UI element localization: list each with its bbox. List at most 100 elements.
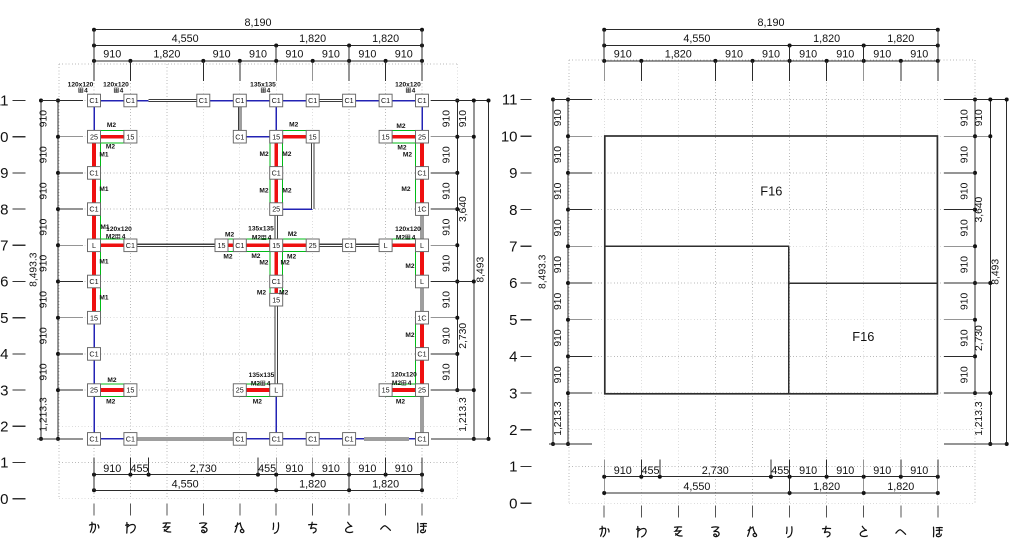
svg-text:F16: F16 xyxy=(760,184,782,199)
svg-text:15: 15 xyxy=(382,132,390,141)
svg-text:5: 5 xyxy=(509,312,517,329)
svg-text:25: 25 xyxy=(236,386,244,395)
svg-text:15: 15 xyxy=(90,313,98,322)
svg-text:C1: C1 xyxy=(417,435,426,444)
svg-text:C1: C1 xyxy=(126,241,135,250)
svg-text:M2: M2 xyxy=(253,398,262,405)
svg-text:910: 910 xyxy=(959,182,970,199)
svg-text:910: 910 xyxy=(39,182,50,199)
svg-text:120x120: 120x120 xyxy=(391,372,417,379)
svg-text:M1: M1 xyxy=(99,186,108,193)
svg-text:C1: C1 xyxy=(417,169,426,178)
svg-text:M2: M2 xyxy=(396,234,405,241)
svg-text:9: 9 xyxy=(0,165,8,182)
svg-text:910: 910 xyxy=(910,465,928,477)
svg-text:4: 4 xyxy=(267,88,271,95)
svg-text:7: 7 xyxy=(509,239,517,256)
svg-text:910: 910 xyxy=(553,146,564,163)
svg-text:1C: 1C xyxy=(417,313,426,322)
svg-text:910: 910 xyxy=(358,48,376,60)
svg-text:3: 3 xyxy=(0,382,8,399)
svg-text:135x135: 135x135 xyxy=(248,226,274,233)
svg-text:4,550: 4,550 xyxy=(683,33,710,45)
svg-text:10: 10 xyxy=(501,128,518,145)
svg-text:910: 910 xyxy=(959,109,970,126)
svg-text:910: 910 xyxy=(213,48,231,60)
svg-text:910: 910 xyxy=(39,110,50,127)
svg-text:M2: M2 xyxy=(106,399,115,406)
svg-text:910: 910 xyxy=(959,329,970,346)
svg-text:4,550: 4,550 xyxy=(172,33,199,45)
svg-text:0: 0 xyxy=(509,495,517,512)
svg-text:910: 910 xyxy=(959,366,970,383)
svg-text:910: 910 xyxy=(322,463,340,475)
svg-text:F16: F16 xyxy=(852,329,874,344)
svg-text:2: 2 xyxy=(0,419,8,436)
svg-text:1,820: 1,820 xyxy=(813,481,840,493)
svg-text:25: 25 xyxy=(90,386,98,395)
svg-text:3,640: 3,640 xyxy=(458,196,469,222)
svg-text:15: 15 xyxy=(272,132,280,141)
svg-text:8,493: 8,493 xyxy=(476,257,487,283)
svg-text:1,820: 1,820 xyxy=(372,479,399,491)
svg-text:8,493.3: 8,493.3 xyxy=(538,254,549,289)
svg-text:M2: M2 xyxy=(107,122,116,129)
svg-text:910: 910 xyxy=(959,146,970,163)
svg-text:8,493: 8,493 xyxy=(991,259,1002,285)
svg-text:910: 910 xyxy=(959,293,970,310)
svg-text:1,820: 1,820 xyxy=(887,481,914,493)
svg-text:C1: C1 xyxy=(235,96,244,105)
svg-text:910: 910 xyxy=(442,182,453,199)
svg-text:910: 910 xyxy=(39,327,50,344)
svg-text:910: 910 xyxy=(285,463,303,475)
svg-text:M1: M1 xyxy=(99,259,108,266)
svg-text:M2: M2 xyxy=(251,380,260,387)
svg-text:4: 4 xyxy=(122,234,126,241)
svg-text:1,213.3: 1,213.3 xyxy=(39,397,50,432)
svg-text:11: 11 xyxy=(502,92,518,109)
svg-text:4: 4 xyxy=(408,380,412,387)
svg-text:3: 3 xyxy=(509,385,517,402)
svg-text:910: 910 xyxy=(39,363,50,380)
svg-text:910: 910 xyxy=(799,48,817,60)
svg-text:910: 910 xyxy=(442,291,453,308)
svg-text:910: 910 xyxy=(553,293,564,310)
svg-text:4,550: 4,550 xyxy=(683,481,710,493)
svg-text:120x120: 120x120 xyxy=(103,81,129,88)
svg-text:15: 15 xyxy=(309,132,317,141)
svg-text:910: 910 xyxy=(873,465,891,477)
svg-text:910: 910 xyxy=(39,146,50,163)
svg-text:15: 15 xyxy=(126,386,134,395)
svg-text:25: 25 xyxy=(272,205,280,214)
svg-text:M2: M2 xyxy=(257,289,266,296)
svg-text:C1: C1 xyxy=(89,277,98,286)
svg-text:M2: M2 xyxy=(107,377,116,384)
svg-text:25: 25 xyxy=(90,132,98,141)
svg-text:910: 910 xyxy=(358,463,376,475)
svg-text:1,213.3: 1,213.3 xyxy=(458,397,469,432)
svg-text:L: L xyxy=(420,277,424,286)
svg-text:M2: M2 xyxy=(405,332,414,339)
svg-text:9: 9 xyxy=(509,165,517,182)
svg-text:4,550: 4,550 xyxy=(172,479,199,491)
svg-text:2,730: 2,730 xyxy=(974,325,985,351)
svg-text:C1: C1 xyxy=(235,241,244,250)
svg-text:C1: C1 xyxy=(344,241,353,250)
svg-text:C1: C1 xyxy=(126,96,135,105)
svg-text:5: 5 xyxy=(0,310,8,327)
svg-text:15: 15 xyxy=(218,241,226,250)
svg-text:2,730: 2,730 xyxy=(702,465,729,477)
svg-text:M2: M2 xyxy=(287,254,296,261)
svg-text:C1: C1 xyxy=(272,277,281,286)
svg-text:910: 910 xyxy=(553,256,564,273)
svg-text:8,190: 8,190 xyxy=(244,17,271,29)
svg-text:910: 910 xyxy=(553,219,564,236)
svg-text:M2: M2 xyxy=(279,289,288,296)
svg-text:910: 910 xyxy=(614,48,632,60)
svg-text:120x120: 120x120 xyxy=(395,81,421,88)
svg-text:25: 25 xyxy=(418,386,426,395)
svg-text:0: 0 xyxy=(0,491,8,508)
svg-text:1,820: 1,820 xyxy=(299,33,326,45)
svg-text:M1: M1 xyxy=(99,294,108,301)
svg-text:910: 910 xyxy=(285,48,303,60)
